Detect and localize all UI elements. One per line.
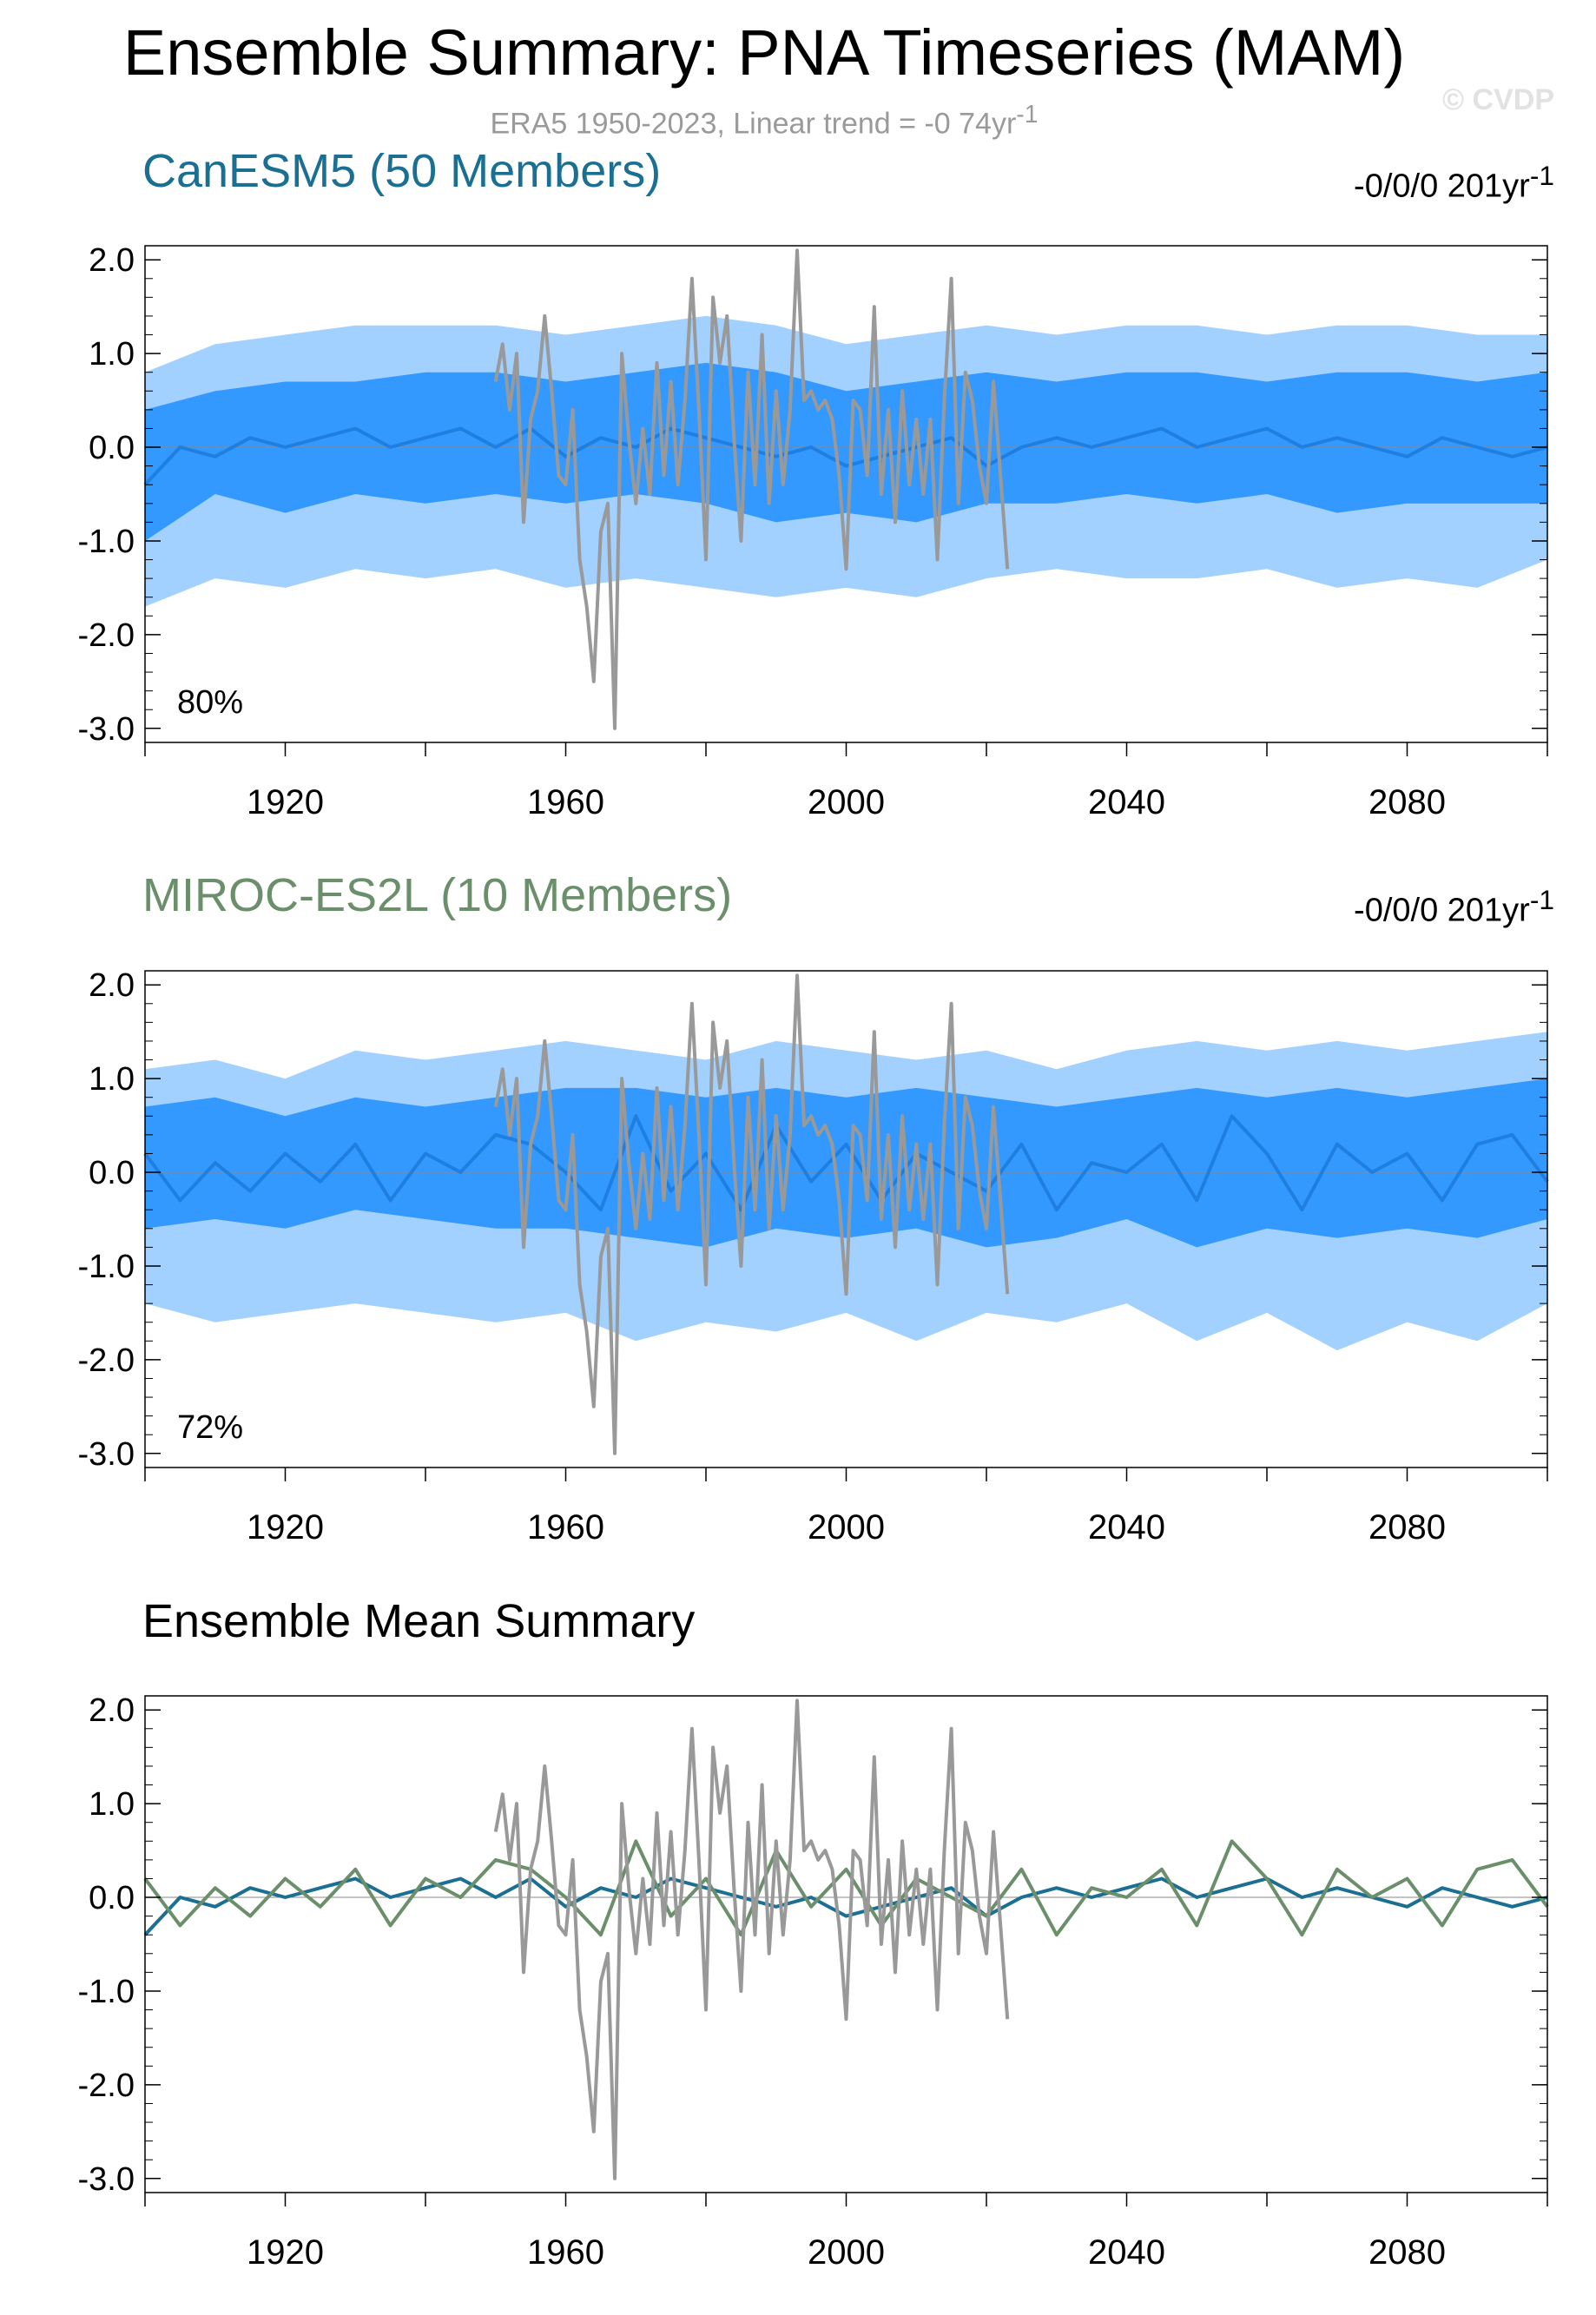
panel-1-y-tick-label: -2.0 bbox=[78, 617, 135, 654]
panel-1-trend: -0/0/0 201yr-1 bbox=[1354, 160, 1554, 206]
panel-3-x-tick-label: 2080 bbox=[1368, 2233, 1446, 2272]
panel-3-y-tick-label: 2.0 bbox=[89, 1692, 135, 1729]
panel-2-y-tick-label: -2.0 bbox=[78, 1342, 135, 1379]
panel-3-x-tick-label: 2040 bbox=[1088, 2233, 1165, 2272]
panel-3-series-1-line bbox=[143, 1876, 1548, 1936]
panel-3-y-tick-label: 1.0 bbox=[89, 1786, 135, 1823]
panel-2-inner-band bbox=[145, 1078, 1547, 1248]
panel-1-x-tick-label: 2040 bbox=[1088, 783, 1165, 821]
panel-2-trend: -0/0/0 201yr-1 bbox=[1354, 884, 1554, 930]
panel-2-y-tick-label: 0.0 bbox=[89, 1155, 135, 1191]
panel-2-series-1-line bbox=[143, 1114, 1549, 1212]
panel-1-trend-text: -0/0/0 201yr bbox=[1354, 168, 1530, 205]
panel-2-x-tick-label: 2000 bbox=[808, 1508, 885, 1547]
subtitle-exponent: -1 bbox=[1016, 101, 1039, 129]
panel-3-x-tick-label: 2000 bbox=[808, 2233, 885, 2272]
panel-3-y-tick-label: 0.0 bbox=[89, 1880, 135, 1916]
panel-3-x-tick-label: 1920 bbox=[247, 2233, 324, 2272]
panel-1-y-tick-label: 0.0 bbox=[89, 430, 135, 466]
panel-1-y-tick-label: 2.0 bbox=[89, 242, 135, 279]
panel-2-percent: 72% bbox=[177, 1409, 244, 1446]
panel-2-y-tick-label: 2.0 bbox=[89, 967, 135, 1004]
panel-1-percent: 80% bbox=[177, 684, 244, 721]
panel-3-series-3-line bbox=[493, 1698, 1010, 2180]
panel-2-trend-exponent: -1 bbox=[1529, 884, 1554, 915]
panel-3-y-tick-label: -3.0 bbox=[78, 2161, 135, 2198]
panel-3-y-tick-label: -1.0 bbox=[78, 1974, 135, 2010]
panel-3-x-tick-label: 1960 bbox=[527, 2233, 604, 2272]
panel-1-trend-exponent: -1 bbox=[1529, 160, 1554, 191]
panel-2-title: MIROC-ES2L (10 Members) bbox=[142, 869, 733, 921]
panel-2-series-2-line bbox=[493, 973, 1010, 1455]
page-title: Ensemble Summary: PNA Timeseries (MAM) bbox=[122, 16, 1406, 89]
panel-1-series-1-line bbox=[143, 426, 1548, 486]
panel-2-x-tick-label: 2080 bbox=[1368, 1508, 1446, 1547]
panel-2-y-tick-label: -3.0 bbox=[78, 1436, 135, 1473]
panel-2-x-tick-label: 2040 bbox=[1088, 1508, 1165, 1547]
panel-2-y-tick-label: 1.0 bbox=[89, 1061, 135, 1098]
panel-1-x-tick-label: 1960 bbox=[527, 783, 604, 821]
panel-1-title: CanESM5 (50 Members) bbox=[142, 145, 662, 197]
panel-1-x-tick-label: 2080 bbox=[1368, 783, 1446, 821]
panel-2-x-tick-label: 1920 bbox=[247, 1508, 324, 1547]
subtitle-text: ERA5 1950-2023, Linear trend = -0 74yr bbox=[490, 107, 1017, 141]
panel-1-y-tick-label: -1.0 bbox=[78, 524, 135, 560]
panel-1-inner-band bbox=[145, 362, 1547, 541]
subtitle: ERA5 1950-2023, Linear trend = -0 74yr-1 bbox=[0, 101, 1528, 141]
panel-1-x-tick-label: 1920 bbox=[247, 783, 324, 821]
panel-1-x-tick-label: 2000 bbox=[808, 783, 885, 821]
panel-2-trend-text: -0/0/0 201yr bbox=[1354, 892, 1530, 929]
panel-1-y-tick-label: -3.0 bbox=[78, 711, 135, 748]
panel-1-series-2-line bbox=[493, 248, 1010, 730]
panel-2-x-tick-label: 1960 bbox=[527, 1508, 604, 1547]
panel-3-frame bbox=[144, 1695, 1548, 2193]
panel-3-title: Ensemble Mean Summary bbox=[142, 1595, 696, 1647]
panel-1-y-tick-label: 1.0 bbox=[89, 336, 135, 373]
watermark: © CVDP bbox=[1442, 83, 1554, 116]
panel-2-y-tick-label: -1.0 bbox=[78, 1249, 135, 1285]
panel-3-series-2-line bbox=[143, 1839, 1549, 1937]
panel-3-y-tick-label: -2.0 bbox=[78, 2068, 135, 2104]
